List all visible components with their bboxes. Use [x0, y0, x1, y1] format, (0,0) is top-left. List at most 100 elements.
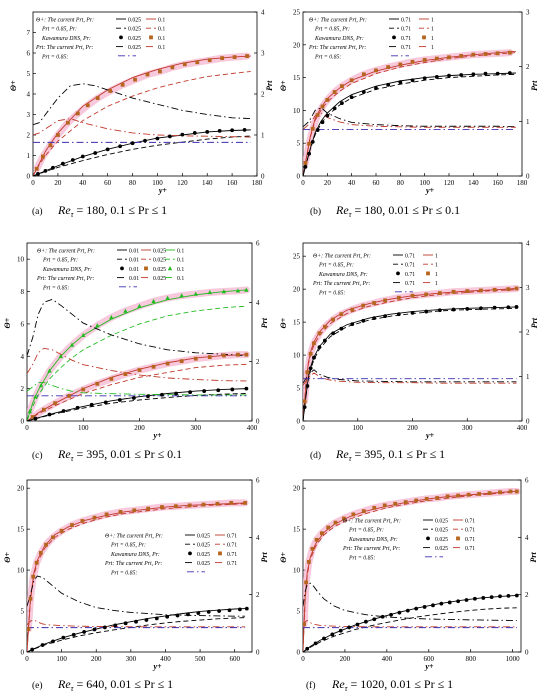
legend-group-label: Prt: The current Prt, Pr:	[104, 561, 162, 567]
x-tick-label: 120	[177, 179, 188, 187]
dns-point-circle	[410, 78, 415, 83]
legend-group-label: Θ+: The current Prt, Pr:	[105, 534, 163, 540]
legend: Θ+: The current Prt, Pr: 0.01 0.025 0.1 Prt …	[36, 249, 184, 292]
y2-axis-label: Prt	[260, 552, 269, 563]
dns-point-circle	[396, 312, 401, 317]
legend-entry-label: 1	[435, 254, 438, 260]
x-tick-label: 0	[31, 179, 35, 187]
dns-point-square	[165, 361, 170, 366]
dns-point-square	[303, 399, 307, 404]
y-tick-label: 20	[17, 485, 25, 493]
legend-entry-label: 0.025	[153, 276, 166, 282]
series-line-theta_model-pr-0.01	[27, 388, 247, 421]
legend-marker-circle	[188, 551, 192, 556]
dns-point-circle	[93, 151, 98, 155]
legend-entry-label: 1	[435, 272, 438, 278]
dns-point-circle	[33, 416, 38, 421]
x-tick-label: 400	[160, 655, 171, 663]
dns-point-triangle	[81, 332, 86, 338]
series-line-theta_prt085-pr-0.71	[303, 491, 517, 652]
y2-tick-label: 4	[256, 299, 260, 307]
y-tick-label: 0	[297, 649, 301, 657]
dns-point-circle	[205, 130, 210, 134]
dns-point-square	[170, 65, 175, 70]
y-tick-label: 4	[21, 353, 25, 361]
y-tick-label: 6	[27, 50, 31, 58]
legend-group-label: Prt = 0.85:	[42, 285, 69, 291]
dns-point-square	[414, 498, 419, 503]
dns-point-circle	[305, 646, 310, 651]
legend-group-label: Θ+: The current Prt, Pr:	[37, 249, 95, 255]
dns-point-circle	[206, 609, 211, 614]
dns-point-circle	[80, 154, 85, 159]
series-line-prt_model-pr-0.025	[27, 347, 247, 382]
dns-point-circle	[339, 326, 344, 331]
plot-frame	[302, 479, 522, 653]
dns-point-circle	[459, 73, 464, 77]
dns-point-square	[310, 126, 315, 131]
dns-point-square	[508, 489, 513, 494]
dns-point-circle	[188, 390, 193, 395]
legend-marker-circle	[426, 536, 430, 541]
dns-point-circle	[347, 625, 352, 630]
legend-marker-square	[218, 551, 222, 556]
series-highlight	[29, 351, 250, 421]
legend-group-label: Kawamura DNS, Pr:	[318, 272, 368, 278]
dns-point-circle	[506, 305, 511, 310]
y2-tick-label: 2	[256, 591, 260, 599]
y-tick-label: 10	[293, 352, 301, 360]
dns-point-circle	[61, 635, 66, 640]
dns-point-square	[133, 77, 137, 82]
dns-point-circle	[447, 73, 451, 78]
series-line-prt_model-pr-0.1	[33, 118, 251, 138]
caption-prefix: (a)	[32, 206, 43, 217]
y-tick-label: 20	[293, 41, 301, 49]
legend-entry-label: 0.1	[177, 276, 184, 282]
y2-tick-label: 0	[261, 173, 265, 181]
legend-entry-label: 0.025	[435, 546, 448, 552]
dns-point-triangle	[244, 287, 249, 292]
dns-point-circle	[315, 128, 320, 132]
dns-point-circle	[310, 139, 315, 144]
x-tick-label: 800	[465, 655, 476, 663]
dns-point-circle	[305, 384, 310, 388]
dns-point-square	[435, 496, 440, 500]
dns-point-circle	[155, 136, 160, 141]
dns-point-square	[332, 90, 337, 94]
dns-point-square	[410, 59, 415, 64]
x-axis-label: y+	[424, 662, 434, 671]
legend-group-label: Prt = 0.85:	[314, 54, 341, 60]
y-tick-label: 5	[297, 385, 301, 393]
y-tick-label: 10	[17, 256, 25, 264]
dns-point-square	[424, 496, 429, 501]
dns-point-circle	[303, 405, 307, 410]
series-line-prt_model-pr-0.025	[27, 575, 246, 617]
x-tick-label: 100	[419, 179, 430, 187]
dns-point-square	[193, 356, 198, 361]
dns-point-square	[173, 504, 178, 509]
dns-point-triangle	[95, 323, 100, 328]
legend-entry-label: 0.71	[227, 534, 237, 540]
dns-point-circle	[192, 131, 197, 135]
dns-point-circle	[130, 141, 135, 146]
dns-point-square	[506, 287, 511, 292]
dns-point-square	[41, 407, 46, 412]
legend-group-label: Kawamura DNS, Pr:	[110, 552, 160, 558]
dns-point-circle	[330, 632, 335, 637]
dns-point-circle	[383, 314, 388, 319]
dns-point-circle	[507, 71, 512, 75]
dns-point-square	[422, 57, 427, 62]
dns-point-square	[445, 494, 450, 499]
dns-point-square	[361, 72, 366, 77]
dns-point-circle	[514, 593, 519, 598]
series-line-theta_prt085-pr-0.01	[27, 393, 247, 421]
dns-point-square	[456, 493, 461, 498]
dns-point-triangle	[58, 353, 63, 359]
dns-point-triangle	[69, 342, 75, 347]
x-axis-label: y+	[425, 186, 435, 195]
dns-point-circle	[175, 613, 180, 618]
y2-axis-label: Prt	[530, 317, 539, 328]
dns-point-circle	[216, 388, 221, 393]
